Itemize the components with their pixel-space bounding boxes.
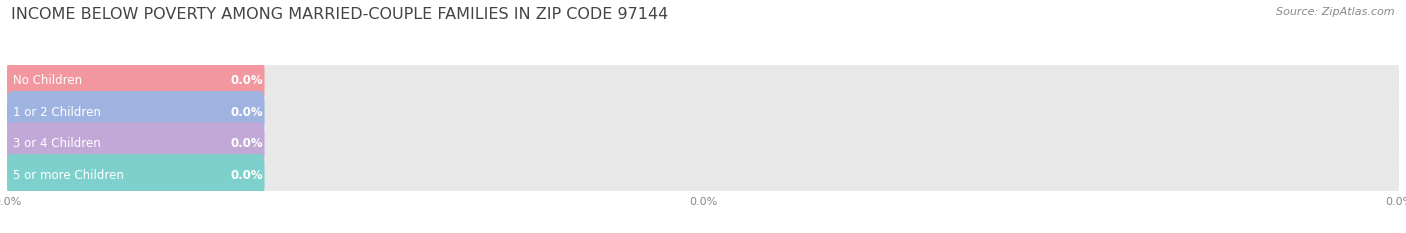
Text: 3 or 4 Children: 3 or 4 Children: [13, 137, 100, 150]
Text: 5 or more Children: 5 or more Children: [13, 169, 124, 182]
Text: 0.0%: 0.0%: [231, 106, 263, 119]
FancyBboxPatch shape: [7, 91, 1399, 134]
FancyBboxPatch shape: [7, 154, 1399, 197]
Text: 0.0%: 0.0%: [231, 169, 263, 182]
Text: No Children: No Children: [13, 75, 82, 87]
Text: Source: ZipAtlas.com: Source: ZipAtlas.com: [1277, 7, 1395, 17]
FancyBboxPatch shape: [7, 154, 264, 197]
Text: 1 or 2 Children: 1 or 2 Children: [13, 106, 101, 119]
FancyBboxPatch shape: [7, 123, 1399, 165]
FancyBboxPatch shape: [7, 123, 264, 165]
FancyBboxPatch shape: [7, 60, 1399, 102]
Text: 0.0%: 0.0%: [231, 75, 263, 87]
FancyBboxPatch shape: [7, 60, 264, 102]
Text: 0.0%: 0.0%: [231, 137, 263, 150]
FancyBboxPatch shape: [7, 91, 264, 134]
Text: INCOME BELOW POVERTY AMONG MARRIED-COUPLE FAMILIES IN ZIP CODE 97144: INCOME BELOW POVERTY AMONG MARRIED-COUPL…: [11, 7, 668, 22]
